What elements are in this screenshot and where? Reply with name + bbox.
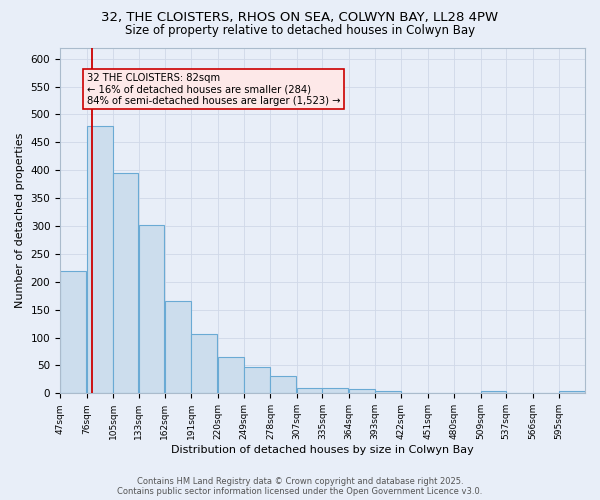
Bar (349, 389, 374, 394)
Bar (454, 393, 480, 394)
Bar (165, 302, 191, 394)
Bar (506, 393, 532, 394)
Bar (559, 391, 585, 394)
Bar (244, 366, 270, 394)
Bar (401, 393, 427, 394)
Bar (533, 393, 559, 394)
Bar (191, 334, 217, 394)
Bar (375, 391, 401, 394)
Text: Size of property relative to detached houses in Colwyn Bay: Size of property relative to detached ho… (125, 24, 475, 37)
Y-axis label: Number of detached properties: Number of detached properties (15, 132, 25, 308)
Bar (322, 388, 348, 394)
Bar (218, 357, 244, 394)
Bar (481, 391, 506, 394)
Bar (271, 376, 296, 394)
Bar (61, 270, 86, 394)
Text: 32 THE CLOISTERS: 82sqm
← 16% of detached houses are smaller (284)
84% of semi-d: 32 THE CLOISTERS: 82sqm ← 16% of detache… (87, 72, 340, 106)
Text: Contains HM Land Registry data © Crown copyright and database right 2025.
Contai: Contains HM Land Registry data © Crown c… (118, 476, 482, 496)
Text: 32, THE CLOISTERS, RHOS ON SEA, COLWYN BAY, LL28 4PW: 32, THE CLOISTERS, RHOS ON SEA, COLWYN B… (101, 12, 499, 24)
Bar (428, 393, 454, 394)
Bar (297, 388, 322, 394)
Bar (139, 225, 164, 394)
Bar (86, 126, 113, 394)
X-axis label: Distribution of detached houses by size in Colwyn Bay: Distribution of detached houses by size … (171, 445, 474, 455)
Bar (113, 173, 138, 394)
